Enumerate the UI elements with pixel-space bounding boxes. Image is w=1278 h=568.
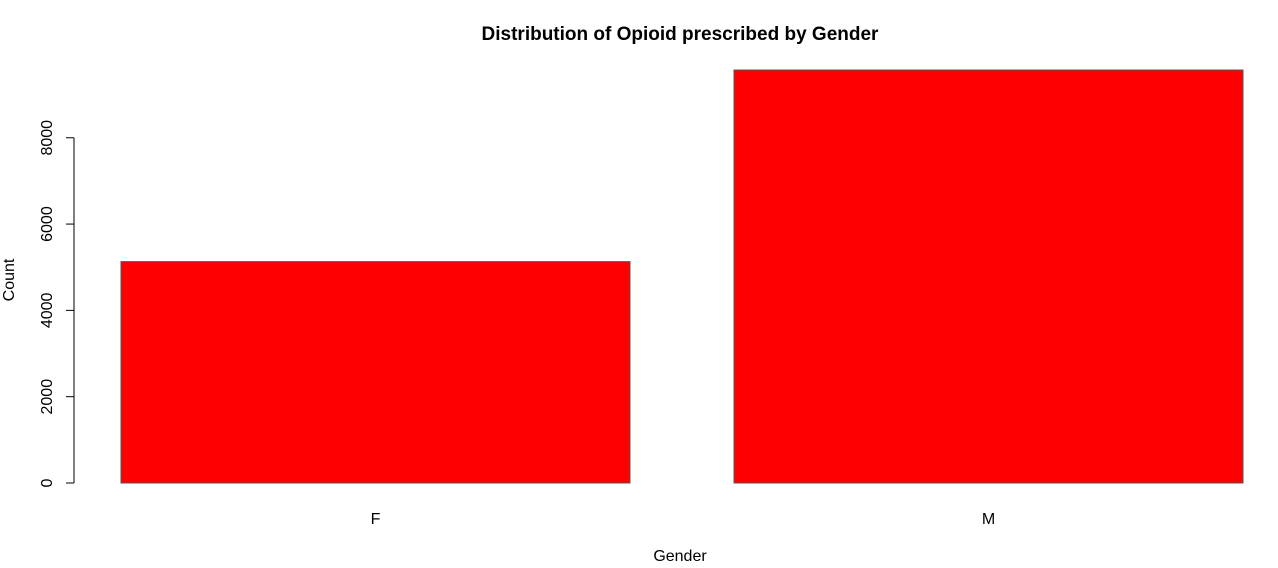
y-axis-label: Count (1, 258, 18, 301)
y-tick-label: 2000 (39, 379, 56, 415)
y-tick-label: 6000 (39, 206, 56, 242)
bar-f (120, 261, 631, 484)
chart-title: Distribution of Opioid prescribed by Gen… (482, 24, 880, 45)
x-tick-label: M (982, 511, 995, 528)
y-tick-label: 0 (39, 478, 56, 487)
y-tick-label: 8000 (39, 120, 56, 156)
y-tick-label: 4000 (39, 292, 56, 328)
y-axis: 0 2000 4000 6000 8000 (39, 120, 75, 487)
bars-group (120, 69, 1244, 484)
x-axis-label: Gender (653, 548, 707, 565)
x-tick-label: F (371, 511, 381, 528)
bar-m (733, 69, 1244, 484)
